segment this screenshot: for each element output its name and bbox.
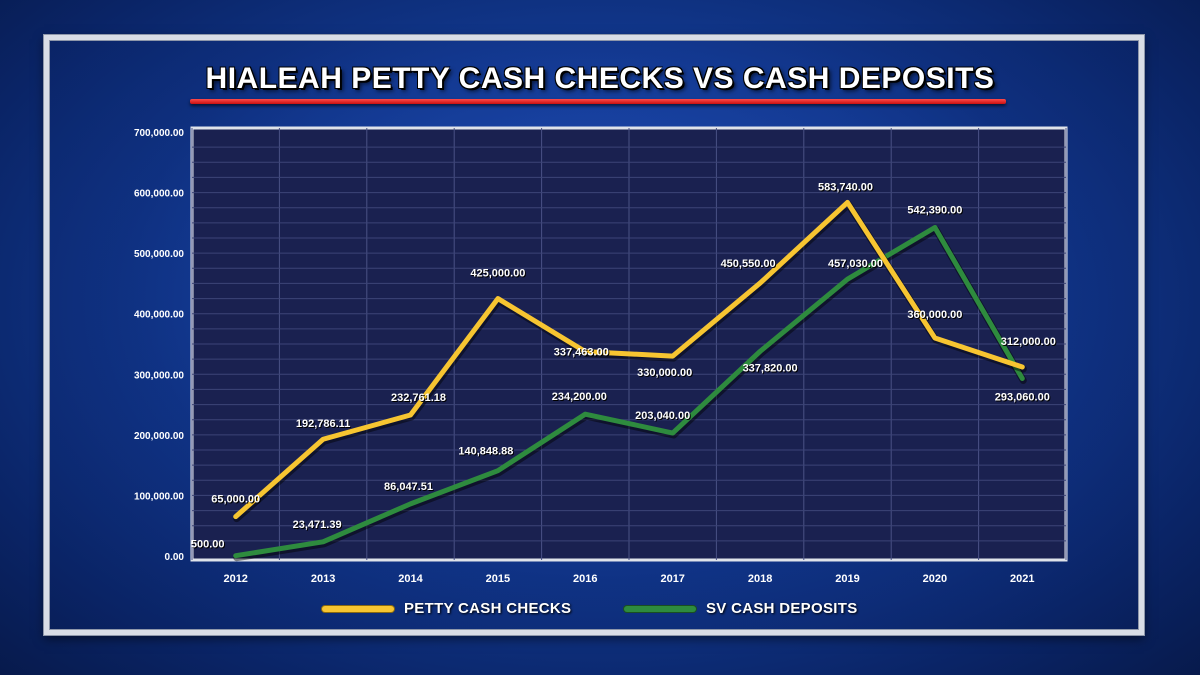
y-tick-label: 100,000.00 — [134, 491, 184, 502]
data-label-sv-deposits: 203,040.00 — [635, 410, 690, 422]
x-tick-label: 2018 — [748, 573, 772, 585]
chart-title: HIALEAH PETTY CASH CHECKS VS CASH DEPOSI… — [205, 62, 995, 95]
x-tick-label: 2020 — [923, 573, 947, 585]
x-tick-label: 2012 — [223, 573, 247, 585]
data-label-shadow: 360,000.00 — [908, 310, 963, 322]
data-label-shadow: 192,786.11 — [297, 419, 351, 431]
data-label-sv-deposits: 500.00 — [191, 539, 225, 551]
data-label-shadow: 234,200.00 — [553, 392, 608, 404]
data-label-shadow: 330,000.00 — [638, 368, 693, 380]
y-tick-label: 300,000.00 — [134, 370, 184, 381]
x-tick-label: 2021 — [1010, 573, 1034, 585]
data-label-sv-deposits: 542,390.00 — [907, 204, 962, 216]
x-tick-label: 2014 — [398, 573, 423, 585]
series-line-sv-deposits — [233, 224, 1025, 559]
y-tick-label: 400,000.00 — [134, 310, 184, 321]
data-label-shadow: 23,471.39 — [294, 520, 343, 532]
legend-item-petty-cash: PETTY CASH CHECKS — [322, 600, 571, 617]
data-label-shadow: 542,390.00 — [908, 205, 963, 217]
legend-label-petty-cash: PETTY CASH CHECKS — [404, 600, 572, 617]
data-label-shadow: 140,848.88 — [459, 447, 514, 459]
data-label-sv-deposits: 457,030.00 — [828, 258, 883, 270]
legend-swatch-sv-deposits — [624, 605, 696, 612]
x-tick-label: 2013 — [311, 573, 335, 585]
y-tick-label: 0.00 — [165, 552, 185, 563]
data-label-shadow: 457,030.00 — [829, 259, 884, 271]
data-label-petty-cash: 232,761.18 — [391, 392, 446, 404]
x-tick-label: 2019 — [835, 573, 859, 585]
data-label-shadow: 86,047.51 — [385, 482, 434, 494]
data-label-shadow: 203,040.00 — [636, 411, 691, 423]
data-label-sv-deposits: 337,820.00 — [743, 362, 798, 374]
y-tick-label: 500,000.00 — [134, 249, 184, 260]
data-label-shadow: 232,761.18 — [392, 393, 447, 405]
series-line-petty-cash — [233, 199, 1025, 520]
data-label-shadow: 65,000.00 — [212, 495, 261, 507]
data-label-petty-cash: 425,000.00 — [470, 268, 525, 280]
y-tick-label: 700,000.00 — [134, 128, 184, 139]
data-label-shadow: 293,060.00 — [996, 392, 1051, 404]
y-tick-label: 600,000.00 — [134, 189, 184, 200]
data-label-shadow: 500.00 — [192, 540, 226, 552]
data-label-sv-deposits: 23,471.39 — [293, 519, 342, 531]
data-label-sv-deposits: 234,200.00 — [552, 391, 607, 403]
data-label-shadow: 583,740.00 — [819, 182, 874, 194]
data-label-petty-cash: 312,000.00 — [1001, 336, 1056, 348]
data-label-petty-cash: 330,000.00 — [637, 367, 692, 379]
chart-legend: PETTY CASH CHECKS SV CASH DEPOSITS — [0, 600, 1200, 622]
legend-label-sv-deposits: SV CASH DEPOSITS — [706, 600, 858, 617]
data-label-petty-cash: 450,550.00 — [721, 258, 776, 270]
legend-item-sv-deposits: SV CASH DEPOSITS — [624, 600, 858, 617]
data-label-petty-cash: 360,000.00 — [907, 309, 962, 321]
data-label-petty-cash: 192,786.11 — [296, 418, 350, 430]
title-underline — [190, 99, 1006, 104]
x-tick-label: 2017 — [660, 573, 684, 585]
data-label-petty-cash: 337,463.00 — [554, 347, 609, 359]
data-label-petty-cash: 583,740.00 — [818, 181, 873, 193]
x-tick-label: 2016 — [573, 573, 597, 585]
data-label-shadow: 337,820.00 — [744, 363, 799, 375]
data-label-sv-deposits: 140,848.88 — [458, 446, 513, 458]
data-label-sv-deposits: 293,060.00 — [995, 391, 1050, 403]
data-label-petty-cash: 65,000.00 — [211, 494, 260, 506]
data-label-shadow: 450,550.00 — [722, 259, 777, 271]
x-tick-label: 2015 — [486, 573, 510, 585]
data-label-shadow: 425,000.00 — [471, 269, 526, 281]
data-label-shadow: 312,000.00 — [1002, 337, 1057, 349]
data-label-sv-deposits: 86,047.51 — [384, 481, 433, 493]
data-label-shadow: 337,463.00 — [555, 348, 610, 360]
legend-swatch-petty-cash — [322, 605, 394, 612]
y-tick-label: 200,000.00 — [134, 431, 184, 442]
